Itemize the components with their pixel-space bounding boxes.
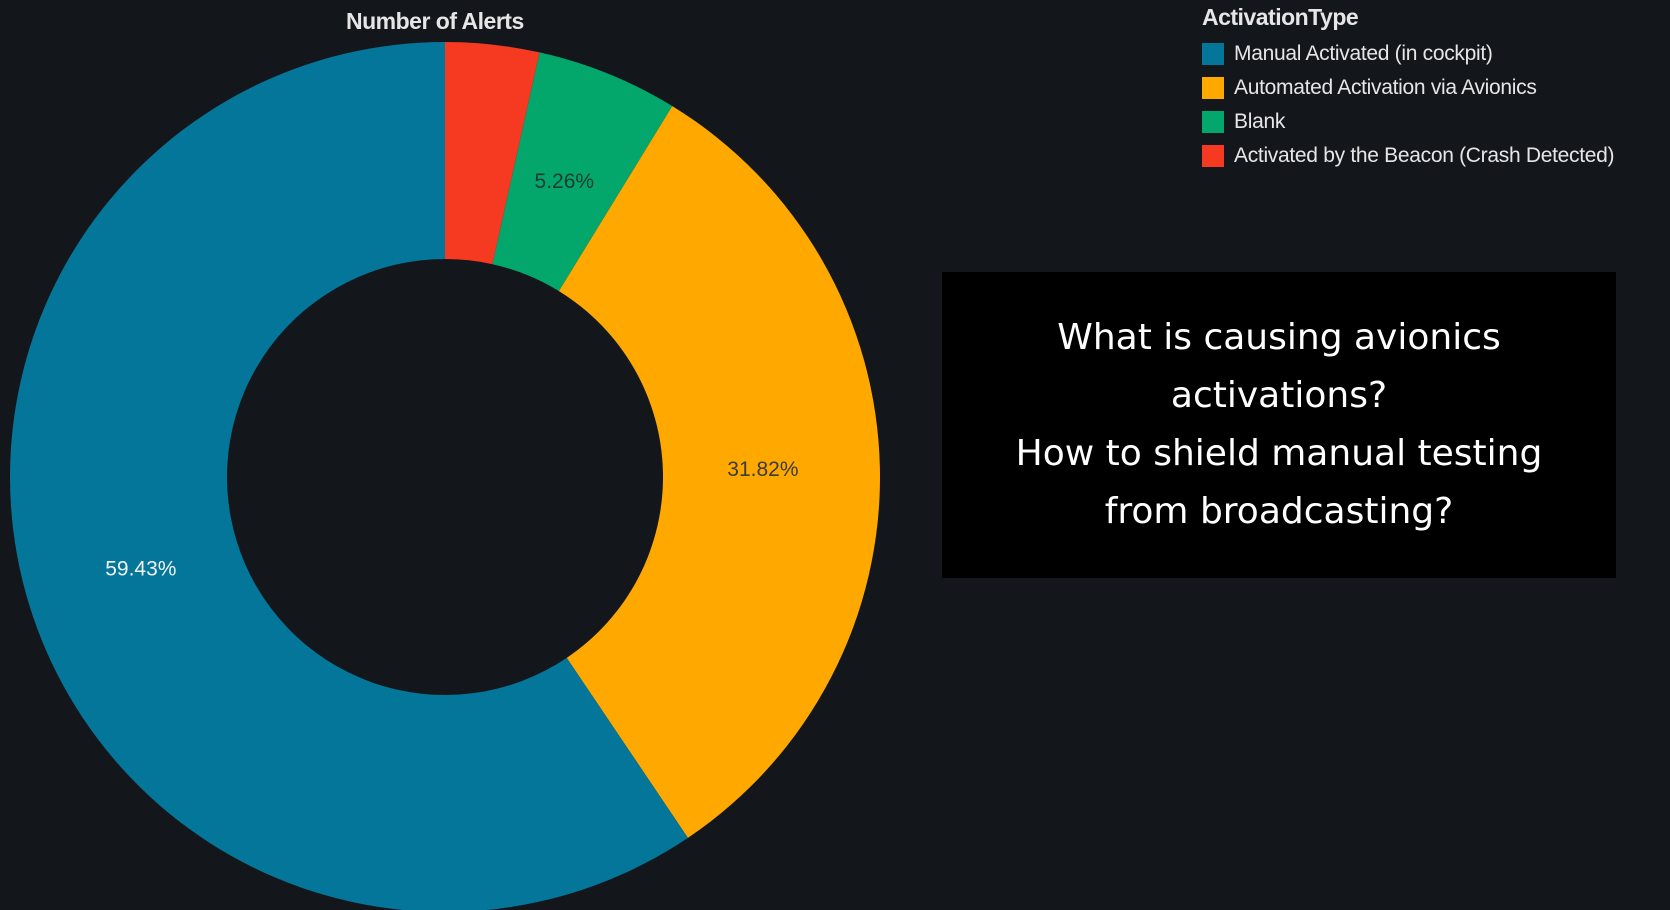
legend-swatch [1202,145,1224,167]
slice-label: 59.43% [105,557,176,580]
slice-label: 5.26% [535,170,595,193]
legend-swatch [1202,111,1224,133]
legend-label: Automated Activation via Avionics [1234,76,1537,99]
slice-activated-by-the-beacon-crash-detected[interactable] [445,42,540,265]
slice-manual-activated-in-cockpit[interactable] [10,42,688,910]
question-text: What is causing avionics activations? Ho… [1016,309,1543,541]
question-box: What is causing avionics activations? Ho… [942,272,1616,578]
legend-item[interactable]: Manual Activated (in cockpit) [1202,37,1614,71]
legend-item[interactable]: Blank [1202,105,1614,139]
legend-title: ActivationType [1202,4,1359,30]
slice-blank[interactable] [492,52,673,292]
legend-swatch [1202,77,1224,99]
question-line: activations? [1170,375,1388,416]
legend-label: Manual Activated (in cockpit) [1234,42,1493,65]
legend-item[interactable]: Activated by the Beacon (Crash Detected) [1202,139,1615,173]
legend-label: Blank [1234,110,1286,133]
chart-title: Number of Alerts [346,8,524,34]
question-line: What is causing avionics [1057,317,1501,358]
legend-swatch [1202,43,1224,65]
slice-automated-activation-via-avionics[interactable] [558,106,881,838]
slice-label: 31.82% [727,458,798,481]
legend-item[interactable]: Automated Activation via Avionics [1202,71,1614,105]
donut-chart: 5.26% 31.82% 59.43% [10,42,881,910]
legend: ActivationType Manual Activated (in cock… [1202,4,1615,173]
question-line: from broadcasting? [1104,491,1454,532]
question-line: How to shield manual testing [1015,433,1543,474]
legend-label: Activated by the Beacon (Crash Detected) [1234,144,1615,167]
